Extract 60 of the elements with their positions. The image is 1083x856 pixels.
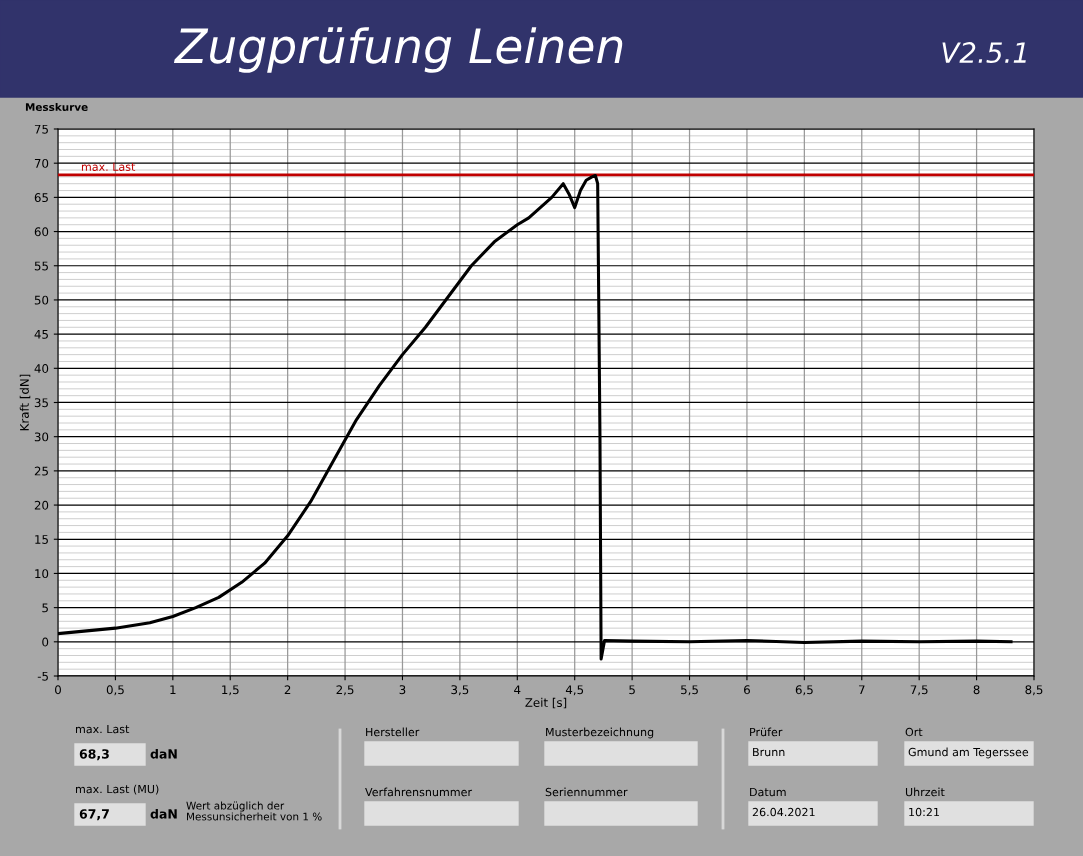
- x-tick-label: 5,5: [681, 685, 698, 696]
- text: max. Last: [76, 724, 130, 734]
- x-tick-label: 0,5: [106, 685, 124, 696]
- text: Verfahrensnummer: [365, 787, 473, 797]
- x-tick-label: 4,5: [565, 685, 584, 696]
- y-tick-label: 65: [34, 193, 48, 203]
- text: max. Last (MU): [76, 784, 159, 795]
- y-tick-label: 45: [34, 330, 48, 339]
- text: Prüfer: [750, 727, 783, 737]
- text: Brunn: [753, 747, 785, 757]
- x-tick-label: 1,5: [222, 685, 239, 696]
- x-axis-title: Zeit [s]: [525, 697, 567, 709]
- y-tick-label: 75: [34, 124, 48, 134]
- x-tick-label: 8: [973, 685, 980, 695]
- x-tick-label: 2,5: [336, 685, 354, 696]
- y-axis-title: Kraft [dN]: [19, 374, 31, 431]
- text: 26.04.2021: [752, 807, 815, 817]
- x-tick-label: 7: [858, 685, 865, 694]
- text: Seriennummer: [545, 787, 628, 797]
- text: 67,7: [79, 809, 109, 821]
- text: Datum: [750, 787, 786, 797]
- text: Wert abzüglich der Messunsicherheit von 1 %: [186, 801, 322, 821]
- text: Gmund am Tegerssee: [908, 747, 1029, 759]
- text: 68,3: [79, 749, 109, 761]
- y-tick-label: 0: [42, 637, 49, 647]
- text: Musterbezeichnung: [546, 727, 654, 739]
- y-tick-label: 70: [34, 158, 49, 168]
- y-tick-label: 60: [34, 227, 49, 237]
- x-tick-label: 6: [744, 685, 750, 695]
- y-tick-label: 50: [34, 295, 49, 305]
- y-tick-label: 35: [34, 398, 48, 408]
- y-tick-label: 55: [34, 261, 48, 271]
- text: Uhrzeit: [905, 787, 945, 797]
- text: Messkurve: [25, 102, 88, 112]
- text: 10:21: [909, 807, 939, 817]
- text: Hersteller: [366, 727, 420, 737]
- x-tick-label: 6,5: [795, 685, 813, 696]
- y-tick-label: -5: [37, 671, 48, 681]
- text: Ort: [905, 727, 923, 737]
- text: daN: [150, 748, 177, 759]
- x-tick-label: 0: [55, 685, 61, 695]
- x-tick-label: 3: [399, 685, 406, 695]
- chart-subtitle: V2.5.1: [942, 42, 1026, 64]
- x-tick-label: 2: [284, 685, 291, 694]
- chart-title: Zugprüfung Leinen: [173, 27, 623, 73]
- y-tick-label: 40: [34, 364, 49, 373]
- ref-line-label: max. Last: [81, 162, 136, 171]
- x-tick-label: 5: [629, 685, 635, 695]
- y-tick-label: 15: [35, 535, 48, 544]
- y-tick-label: 25: [34, 466, 48, 476]
- y-tick-label: 30: [34, 432, 49, 442]
- y-tick-label: 20: [34, 500, 49, 510]
- text: daN: [150, 808, 177, 819]
- x-tick-label: 7,5: [910, 685, 928, 696]
- x-tick-label: 8,5: [1025, 685, 1043, 696]
- x-tick-label: 4: [514, 685, 521, 694]
- y-tick-label: 5: [42, 603, 48, 613]
- y-tick-label: 10: [35, 569, 49, 579]
- x-tick-label: 3,5: [451, 685, 469, 696]
- x-tick-label: 1: [170, 685, 176, 694]
